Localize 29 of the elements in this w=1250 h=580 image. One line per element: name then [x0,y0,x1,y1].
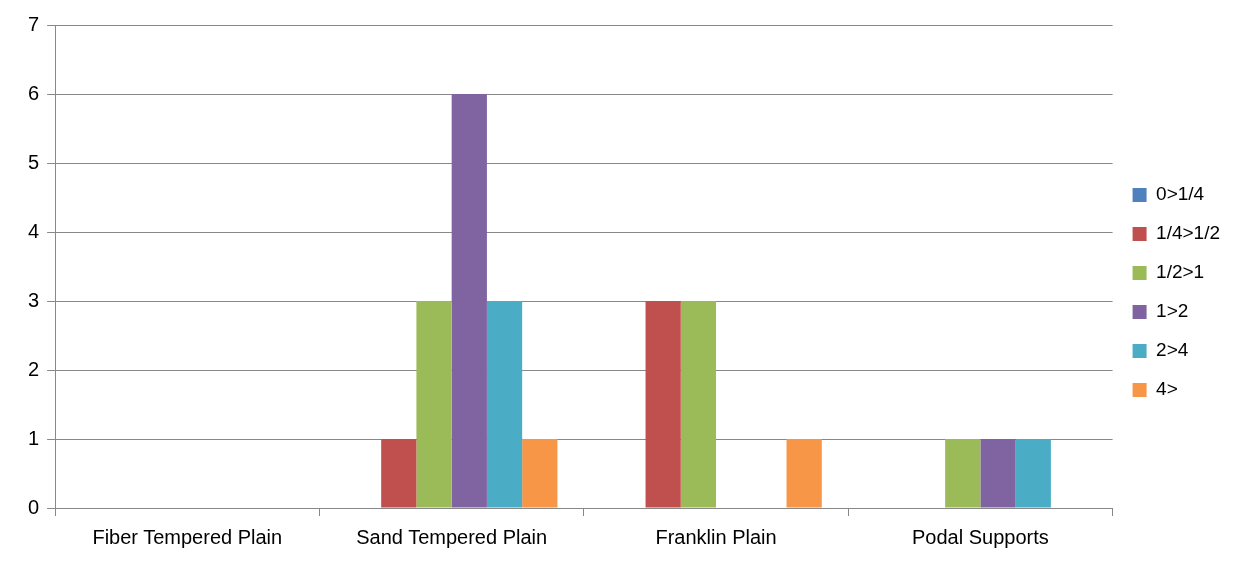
bar [645,301,681,508]
legend-label: 1>2 [1156,300,1189,322]
y-tick-label: 2 [28,357,40,380]
y-tick-label: 1 [28,426,40,449]
legend-label: 4> [1156,378,1178,400]
y-tick-label: 0 [28,495,40,518]
bar [786,439,822,508]
x-tick-label: Franklin Plain [655,525,777,548]
legend-label: 2>4 [1156,339,1189,361]
legend-label: 0>1/4 [1156,183,1205,205]
y-tick-label: 4 [28,219,40,242]
bar [381,439,417,508]
y-tick-label: 6 [28,81,40,104]
legend-label: 1/2>1 [1156,261,1205,283]
y-tick-label: 5 [28,150,40,173]
bar [416,301,452,508]
x-tick-label: Podal Supports [912,525,1049,548]
bar [522,439,558,508]
legend-label: 1/4>1/2 [1156,222,1220,244]
bar [451,94,487,508]
y-tick-label: 7 [28,12,40,35]
bar [980,439,1016,508]
x-tick-label: Fiber Tempered Plain [92,525,283,548]
bar [945,439,981,508]
bar [486,301,523,508]
bar [680,301,717,508]
x-tick-label: Sand Tempered Plain [356,525,548,548]
bar [1015,439,1051,508]
y-tick-label: 3 [28,288,40,311]
